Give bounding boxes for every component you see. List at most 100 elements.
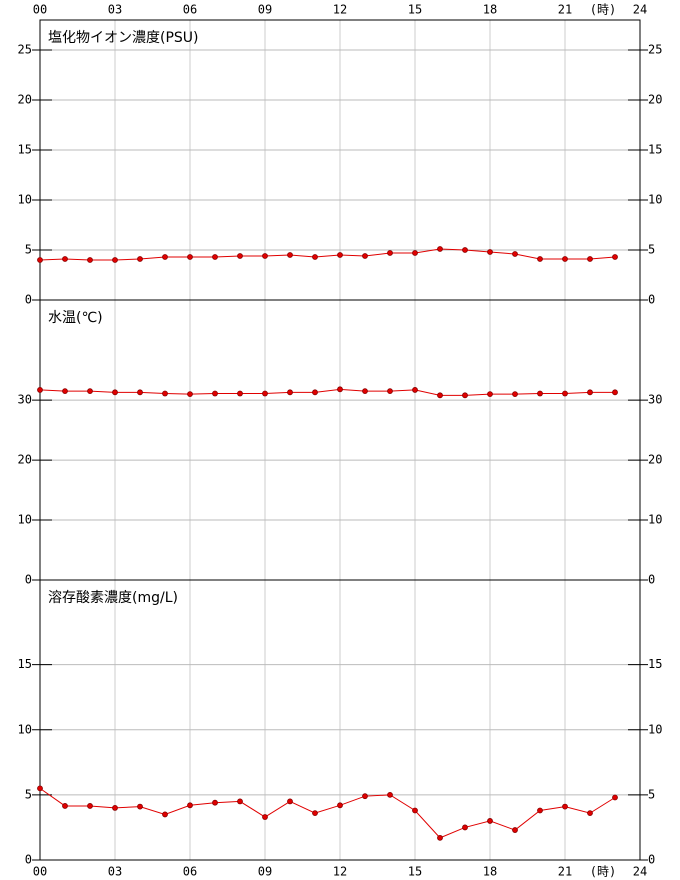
data-point [462,247,468,253]
data-point [537,256,543,262]
y-tick-label: 15 [648,143,662,157]
y-tick-label: 0 [648,573,655,587]
data-point [37,257,43,263]
panel-title: 塩化物イオン濃度(PSU) [48,30,199,46]
data-point [112,805,118,811]
y-tick-label: 25 [648,43,662,57]
y-tick-label: 10 [648,722,662,736]
y-tick-label: 0 [648,853,655,867]
y-tick-label: 20 [648,93,662,107]
data-point [37,387,43,393]
data-point [412,387,418,393]
data-point [162,390,168,397]
data-point [612,794,618,801]
data-point [612,389,618,396]
data-point [87,803,93,809]
x-tick-label: 03 [108,3,122,17]
data-point [112,389,118,396]
y-tick-label: 20 [18,453,32,467]
data-point [162,811,168,818]
data-point [587,389,593,396]
data-point [387,250,393,256]
x-tick-label: 06 [183,3,197,17]
y-tick-label: 0 [25,853,32,867]
data-point [487,391,493,398]
data-point [287,798,293,805]
data-point [587,256,593,262]
y-tick-label: 0 [648,293,655,307]
data-point [237,390,243,397]
data-point [137,256,143,262]
data-point [612,254,618,260]
data-point [312,254,318,260]
x-tick-label: 03 [108,865,122,879]
data-point [362,793,368,800]
y-tick-label: 15 [18,657,32,671]
y-tick-label: 5 [648,787,655,801]
y-tick-label: 20 [648,453,662,467]
data-point [187,254,193,260]
data-point [287,252,293,258]
y-tick-label: 5 [648,243,655,257]
data-point [437,246,443,252]
data-point [112,257,118,263]
x-tick-label: 21 [558,865,572,879]
data-point [412,807,418,814]
data-line [39,388,615,396]
data-point [262,390,268,397]
data-point [337,252,343,258]
x-tick-label: 09 [258,865,272,879]
data-point [162,254,168,260]
data-point [287,389,293,396]
data-point [537,390,543,397]
data-point [262,253,268,259]
x-tick-label: 00 [33,865,47,879]
x-tick-label: 00 [33,3,47,17]
y-tick-label: 30 [648,393,662,407]
data-point [212,390,218,397]
data-point [587,810,593,817]
data-point [387,388,393,395]
data-point [37,785,43,792]
x-tick-label: 15 [408,3,422,17]
x-tick-label: 24 [633,3,647,17]
data-point [262,814,268,820]
y-tick-label: 10 [648,513,662,527]
data-point [212,254,218,260]
x-tick-label: 21 [558,3,572,17]
y-tick-label: 20 [18,93,32,107]
data-point [312,810,318,817]
y-tick-label: 0 [25,573,32,587]
y-tick-label: 15 [18,143,32,157]
data-point [412,250,418,256]
data-point [512,827,518,833]
data-point [87,388,93,395]
data-point [512,251,518,257]
data-point [137,803,143,810]
x-tick-label: 12 [333,865,347,879]
y-tick-label: 5 [25,787,32,801]
x-tick-label: 18 [483,3,497,17]
data-point [337,386,343,393]
data-point [62,388,68,395]
data-point [512,391,518,398]
y-tick-label: 0 [25,293,32,307]
x-unit: (時) [590,865,616,879]
y-tick-label: 10 [18,193,32,207]
y-tick-label: 10 [18,513,32,527]
panel-title: 溶存酸素濃度(mg/L) [48,590,178,606]
data-point [62,256,68,262]
x-tick-label: 15 [408,865,422,879]
data-point [312,389,318,396]
y-tick-label: 5 [25,243,32,257]
data-point [487,818,493,824]
data-point [562,803,568,810]
data-point [237,798,243,805]
panel-title: 水温(℃) [48,310,103,326]
data-point [137,389,143,396]
x-tick-label: 18 [483,865,497,879]
y-tick-label: 25 [18,43,32,57]
data-line [39,248,616,261]
data-point [237,253,243,259]
